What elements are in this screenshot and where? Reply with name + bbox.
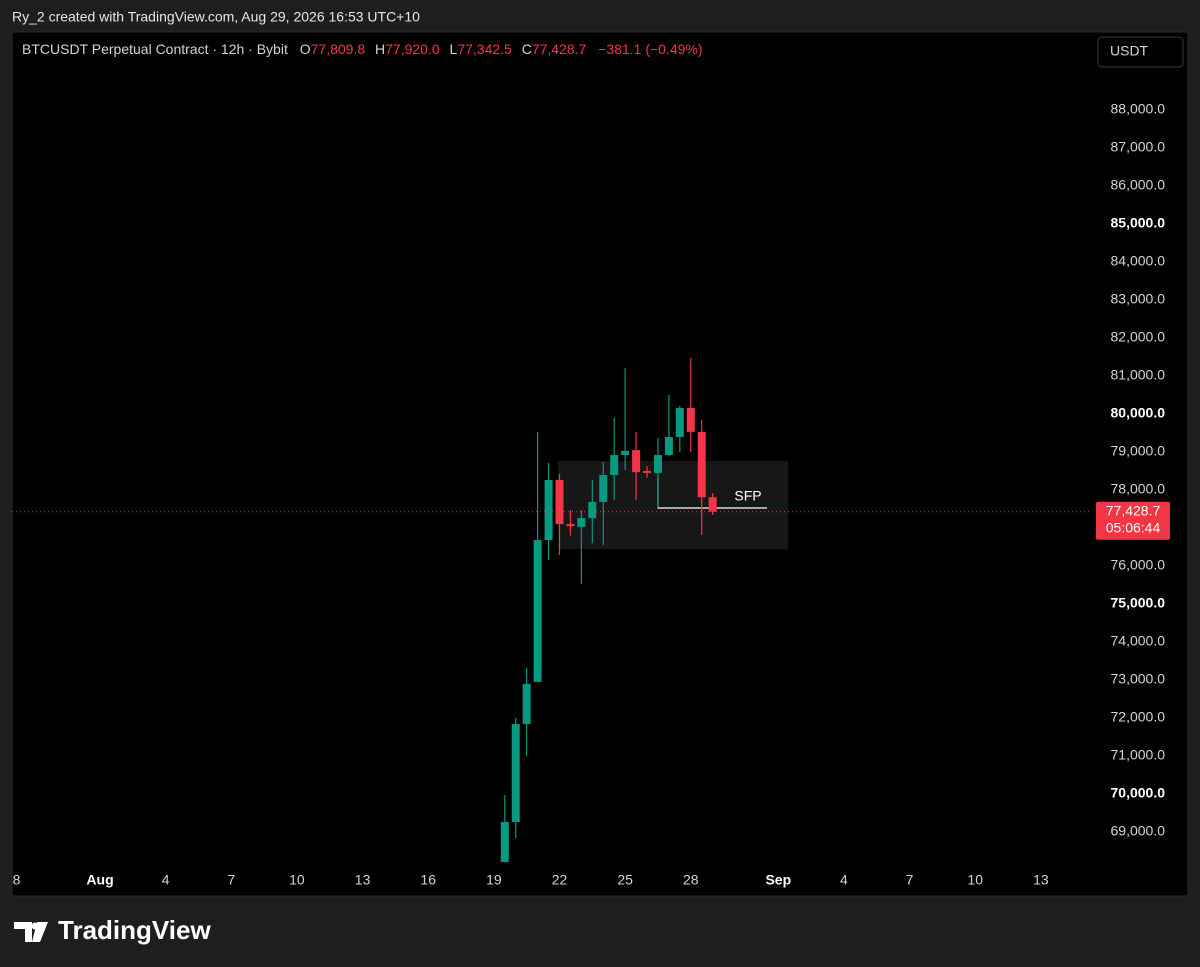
candle-body [610, 455, 619, 476]
candle-body [675, 408, 684, 438]
y-tick-label: 88,000.0 [1111, 101, 1166, 117]
y-tick-label: 87,000.0 [1111, 139, 1166, 155]
candle-body [588, 502, 597, 519]
candle-body [533, 540, 542, 682]
candle-body [632, 450, 641, 473]
y-tick-label: 71,000.0 [1111, 747, 1166, 763]
y-tick-label: 82,000.0 [1111, 329, 1166, 345]
y-tick-label: 81,000.0 [1111, 367, 1166, 383]
candle-body [566, 524, 575, 527]
x-tick-label: Sep [765, 872, 791, 888]
y-tick-label: 83,000.0 [1111, 291, 1166, 307]
y-tick-label: 86,000.0 [1111, 177, 1166, 193]
y-tick-label: 75,000.0 [1111, 595, 1166, 611]
y-tick-label: 78,000.0 [1111, 481, 1166, 497]
symbol: BTCUSDT Perpetual Contract · 12h · Bybit [22, 41, 288, 57]
x-tick-label: Aug [86, 872, 113, 888]
legend: BTCUSDT Perpetual Contract · 12h · Bybit… [22, 41, 703, 57]
plot [500, 358, 717, 863]
x-tick-label: 8 [13, 872, 21, 888]
legend-value: 77,428.7 [532, 41, 587, 57]
price-label-box [1096, 501, 1170, 540]
logo-icon [14, 922, 48, 942]
candle-body [653, 455, 662, 473]
y-tick-label: 73,000.0 [1111, 671, 1166, 687]
x-tick-label: 4 [840, 872, 848, 888]
candle-body [643, 471, 652, 473]
legend-value: 77,809.8 [311, 41, 366, 57]
y-tick-label: 69,000.0 [1111, 823, 1166, 839]
annotation: SFP [734, 488, 761, 504]
range-box [558, 461, 788, 549]
candle-body [708, 497, 717, 512]
x-tick-label: 13 [355, 872, 371, 888]
y-tick-label: 80,000.0 [1111, 405, 1166, 421]
candle-body [500, 822, 509, 862]
x-tick-label: 4 [162, 872, 170, 888]
candle-body [664, 437, 673, 456]
y-tick-label: 79,000.0 [1111, 443, 1166, 459]
change: −381.1 (−0.49%) [598, 41, 702, 57]
y-tick-label: 84,000.0 [1111, 253, 1166, 269]
currency[interactable]: USDT [1110, 43, 1149, 59]
y-tick-label: 85,000.0 [1111, 215, 1166, 231]
x-tick-label: 10 [289, 872, 305, 888]
candle-body [522, 684, 531, 725]
candle-body [686, 408, 695, 432]
x-tick-label: 19 [486, 872, 502, 888]
x-tick-label: 22 [552, 872, 568, 888]
legend-label: L [450, 41, 458, 57]
y-tick-label: 76,000.0 [1111, 557, 1166, 573]
x-tick-label: 25 [617, 872, 633, 888]
countdown: 05:06:44 [1106, 519, 1161, 535]
legend-value: 77,342.5 [457, 41, 512, 57]
x-tick-label: 13 [1033, 872, 1049, 888]
logo-dot [31, 922, 39, 930]
candle-body [555, 480, 564, 525]
x-tick-label: 16 [420, 872, 436, 888]
candle-body [621, 450, 630, 456]
y-tick-label: 72,000.0 [1111, 709, 1166, 725]
y-tick-label: 70,000.0 [1111, 785, 1166, 801]
candle-body [511, 724, 520, 823]
legend-label: H [375, 41, 385, 57]
candle-body [577, 518, 586, 527]
y-tick-label: 74,000.0 [1111, 633, 1166, 649]
candle-body [599, 475, 608, 503]
legend-label: C [522, 41, 532, 57]
price-label: 77,428.7 [1106, 502, 1161, 518]
candle-body [544, 480, 553, 541]
legend-label: O [300, 41, 311, 57]
credit: Ry_2 created with TradingView.com, Aug 2… [12, 9, 420, 25]
currency-button[interactable] [1097, 36, 1184, 68]
legend-value: 77,920.0 [385, 41, 440, 57]
x-tick-label: 7 [227, 872, 235, 888]
x-tick-label: 7 [906, 872, 914, 888]
brand: TradingView [58, 915, 211, 945]
x-tick-label: 28 [683, 872, 699, 888]
x-tick-label: 10 [967, 872, 983, 888]
candle-body [697, 431, 706, 498]
